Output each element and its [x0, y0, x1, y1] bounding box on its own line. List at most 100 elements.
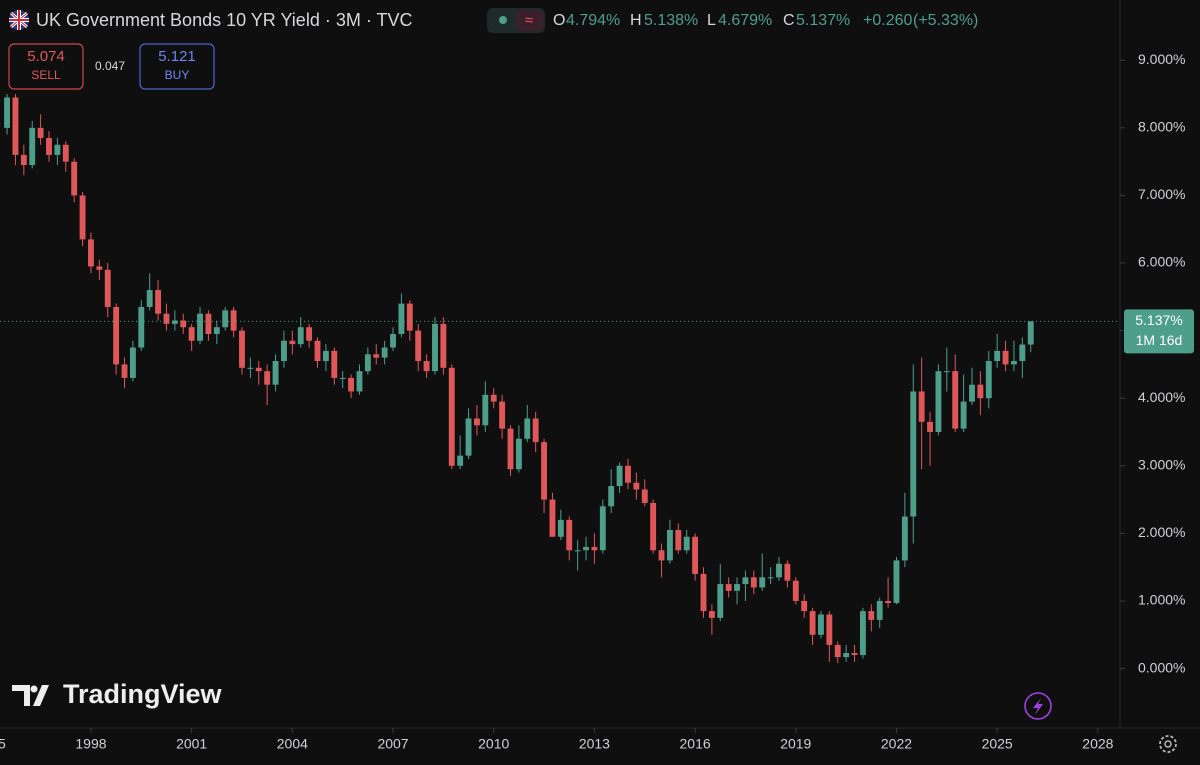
candle-body: [834, 644, 841, 658]
candle-body: [155, 290, 162, 314]
candle-body: [314, 340, 321, 362]
x-tick-label: 1998: [75, 736, 106, 752]
candle-body: [482, 394, 489, 426]
candle-body: [1011, 361, 1017, 365]
candle-body: [37, 127, 44, 138]
candle-body: [927, 421, 933, 432]
lightning-button[interactable]: [1024, 692, 1052, 720]
candle-body: [474, 418, 480, 426]
candle-body: [515, 438, 522, 470]
candle-body: [499, 401, 506, 429]
candle-body: [356, 371, 363, 392]
candle-body: [171, 320, 178, 324]
candle-body: [390, 334, 396, 348]
candle-body: [440, 323, 447, 368]
candle-body: [557, 519, 564, 537]
candle-body: [532, 418, 539, 443]
candle-body: [88, 239, 94, 267]
candle-body: [415, 330, 422, 362]
y-tick-label: 4.000%: [1138, 389, 1185, 405]
candle-body: [281, 340, 287, 362]
candle-body: [633, 482, 640, 490]
candle-body: [625, 465, 631, 483]
candle-body: [339, 377, 346, 379]
candle-body: [943, 371, 950, 373]
last-price-label: 5.137%: [1135, 312, 1182, 328]
candle-body: [12, 97, 19, 155]
spread: 0.047: [95, 59, 125, 73]
candle-body: [826, 614, 833, 645]
ohlc-key: L: [707, 12, 716, 29]
candle-body: [188, 327, 195, 341]
candle-body: [4, 97, 10, 128]
x-tick-label: 2016: [680, 736, 711, 752]
candle-body: [734, 584, 740, 591]
sell-button[interactable]: 5.074 SELL: [8, 43, 84, 90]
candle-body: [851, 653, 858, 656]
candle-body: [71, 161, 78, 196]
svg-text:≈: ≈: [525, 12, 533, 29]
countdown-label: 1M 16d: [1136, 332, 1183, 348]
buy-button[interactable]: 5.121 BUY: [139, 43, 215, 90]
candle-body: [507, 428, 514, 470]
candle-body: [608, 486, 615, 507]
x-tick-label: 2025: [982, 736, 1013, 752]
candle-body: [213, 327, 220, 334]
x-tick-label: 2019: [780, 736, 811, 752]
buy-price: 5.121: [158, 48, 196, 65]
candle-body: [306, 327, 313, 341]
change-value: +0.260: [863, 12, 912, 29]
candle-body: [868, 611, 875, 620]
candle-body: [448, 367, 455, 466]
candle-body: [289, 340, 296, 345]
candle-body: [205, 313, 212, 334]
ohlc-value: 4.794%: [566, 12, 620, 29]
candle-body: [432, 323, 438, 372]
x-tick-label: 2001: [176, 736, 207, 752]
status-pill[interactable]: ≈: [487, 8, 545, 33]
y-tick-label: 1.000%: [1138, 592, 1185, 608]
candle-body: [272, 361, 279, 385]
candle-body: [658, 550, 665, 561]
plot-area: 0.000%1.000%2.000%3.000%4.000%5.000%6.00…: [0, 51, 1194, 752]
candle-body: [255, 367, 262, 372]
ohlc-key: H: [630, 12, 642, 29]
candle-body: [121, 364, 128, 378]
ohlc-key: C: [783, 12, 795, 29]
candle-body: [398, 303, 405, 334]
candle-body: [96, 266, 103, 270]
candle-body: [1027, 321, 1034, 345]
candle-body: [62, 144, 69, 162]
last-price-box: [1124, 309, 1194, 354]
candle-body: [616, 465, 623, 487]
sell-label: SELL: [31, 68, 61, 82]
candle-body: [230, 310, 237, 331]
candle-body: [859, 611, 866, 656]
candle-body: [566, 519, 573, 551]
candle-body: [910, 391, 917, 517]
x-tick-label: 2010: [478, 736, 509, 752]
candle-body: [818, 614, 824, 635]
candle-body: [876, 600, 883, 620]
x-tick-label: 2022: [881, 736, 912, 752]
x-tick-label: 1995: [0, 736, 6, 752]
candle-body: [742, 577, 749, 585]
settings-button[interactable]: [1159, 735, 1177, 753]
symbol-flag: [9, 10, 29, 30]
candle-body: [1002, 350, 1009, 365]
x-tick-label: 2028: [1082, 736, 1113, 752]
candle-body: [465, 418, 472, 456]
candle-body: [683, 536, 690, 551]
y-tick-label: 6.000%: [1138, 254, 1185, 270]
sell-price: 5.074: [27, 48, 65, 65]
candle-body: [759, 577, 766, 588]
candle-body: [985, 361, 992, 399]
candle-body: [708, 611, 715, 618]
candle-body: [373, 354, 380, 358]
candle-body: [692, 536, 699, 574]
candle-body: [574, 550, 581, 552]
candle-body: [843, 653, 850, 658]
candle-body: [717, 584, 724, 618]
